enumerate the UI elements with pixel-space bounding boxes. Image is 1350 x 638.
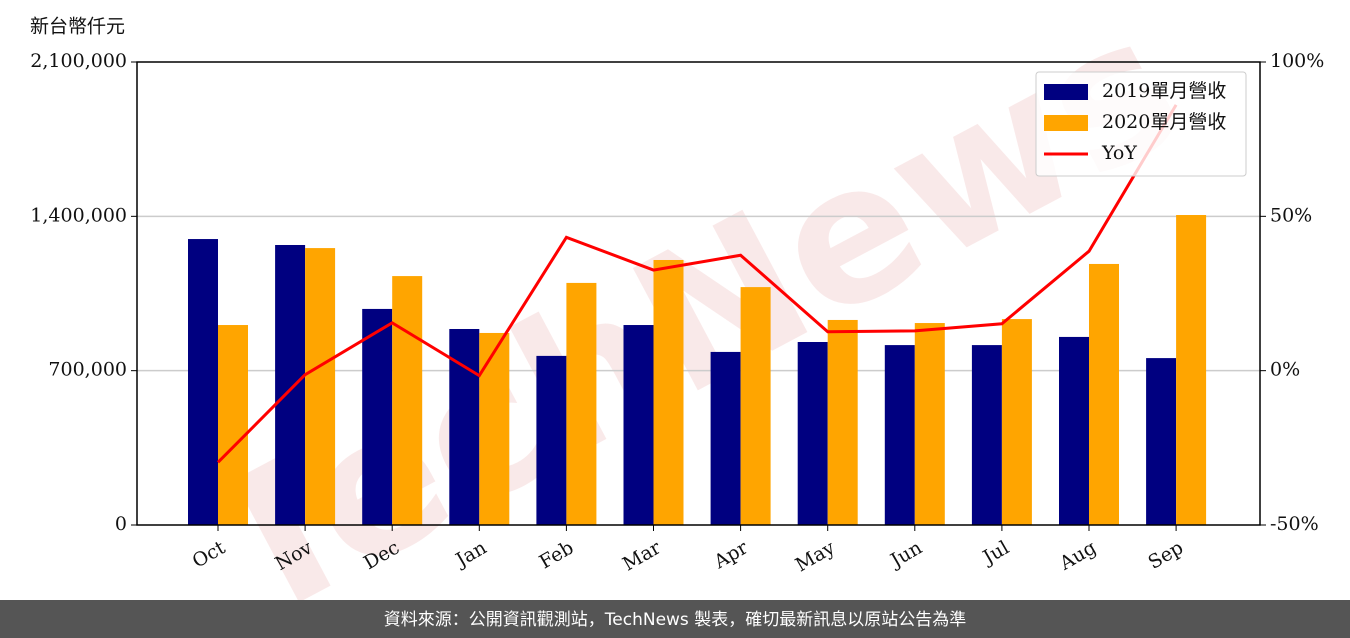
y-tick-label: 2,100,000 xyxy=(30,50,127,72)
bar xyxy=(362,308,393,525)
bar xyxy=(1059,336,1089,525)
legend-label: 2020單月營收 xyxy=(1102,111,1226,133)
bar xyxy=(1089,263,1119,525)
legend-swatch xyxy=(1044,115,1088,131)
line-series xyxy=(216,104,1178,464)
x-tick-label: Jun xyxy=(885,537,926,573)
bar xyxy=(275,244,306,525)
footer-bar xyxy=(0,600,1350,638)
y-tick-label: 0 xyxy=(115,513,127,535)
x-tick-label: Feb xyxy=(536,537,578,574)
bar xyxy=(1001,319,1032,525)
x-tick-label: May xyxy=(792,536,839,576)
legend-label: 2019單月營收 xyxy=(1102,80,1226,102)
y-axis-label: 新台幣仟元 xyxy=(30,16,125,38)
bar xyxy=(536,355,567,525)
x-tick-label: Mar xyxy=(619,536,665,575)
bar xyxy=(710,351,741,525)
bar xyxy=(884,345,915,525)
bar xyxy=(305,248,336,525)
x-tick-label: Sep xyxy=(1145,537,1188,574)
legend-swatch xyxy=(1044,84,1088,100)
bar xyxy=(566,282,597,525)
footer-text: 資料來源：公開資訊觀測站，TechNews 製表，確切最新訊息以原站公告為準 xyxy=(384,610,966,630)
legend: 2019單月營收 2020單月營收 YoY xyxy=(1035,71,1247,177)
bar xyxy=(827,319,858,525)
x-tick-label: Apr xyxy=(709,536,752,573)
legend-box xyxy=(1035,71,1247,177)
bar xyxy=(914,323,945,525)
bar xyxy=(971,345,1002,525)
axes-frame xyxy=(136,61,1261,526)
y2-tick-label: 50% xyxy=(1270,204,1312,226)
bar xyxy=(218,325,248,525)
y2-tick-label: -50% xyxy=(1270,513,1319,535)
bar xyxy=(1176,215,1207,525)
bar xyxy=(623,325,654,525)
bar xyxy=(188,239,218,526)
bar xyxy=(653,259,684,525)
bar xyxy=(797,342,828,525)
x-tick-label: Aug xyxy=(1055,537,1100,576)
y-tick-label: 1,400,000 xyxy=(30,204,127,226)
x-tick-label: Jul xyxy=(978,537,1013,570)
y2-tick-label: 0% xyxy=(1270,359,1300,381)
y-tick-label: 700,000 xyxy=(48,359,127,381)
bar xyxy=(479,332,510,525)
bar xyxy=(449,328,480,525)
bar xyxy=(392,276,423,525)
y2-tick-label: 100% xyxy=(1270,50,1324,72)
bar xyxy=(1146,358,1177,525)
legend-label: YoY xyxy=(1101,142,1137,164)
bar xyxy=(740,287,771,525)
